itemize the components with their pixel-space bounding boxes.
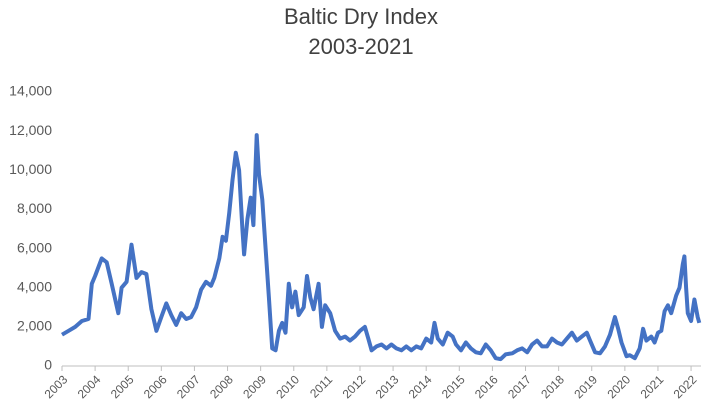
x-tick-label: 2014 — [406, 372, 435, 401]
x-tick-label: 2012 — [340, 372, 369, 401]
data-line — [60, 133, 702, 362]
x-tick-label: 2006 — [141, 372, 170, 401]
x-tick-label: 2018 — [538, 372, 567, 401]
x-tick-label: 2008 — [207, 372, 236, 401]
x-tick-label: 2003 — [42, 372, 71, 401]
y-tick-label: 10,000 — [9, 161, 52, 177]
x-tick-label: 2009 — [240, 372, 269, 401]
x-tick-label: 2021 — [638, 372, 667, 401]
x-tick-label: 2010 — [273, 372, 302, 401]
x-tick-label: 2020 — [604, 372, 633, 401]
x-tick-label: 2013 — [373, 372, 402, 401]
x-tick-label: 2007 — [174, 372, 203, 401]
x-tick-label: 2015 — [439, 372, 468, 401]
y-tick-label: 12,000 — [9, 122, 52, 138]
y-tick-label: 8,000 — [17, 200, 52, 216]
y-tick-label: 4,000 — [17, 278, 52, 294]
x-tick-label: 2005 — [108, 372, 137, 401]
chart-subtitle: 2003-2021 — [308, 34, 413, 59]
x-tick-label: 2022 — [671, 372, 700, 401]
x-tick-label: 2004 — [75, 372, 104, 401]
x-tick-label: 2016 — [472, 372, 501, 401]
y-tick-label: 2,000 — [17, 318, 52, 334]
x-tick-label: 2017 — [505, 372, 534, 401]
x-tick-label: 2019 — [571, 372, 600, 401]
y-tick-label: 6,000 — [17, 239, 52, 255]
y-tick-label: 14,000 — [9, 83, 52, 99]
chart-title: Baltic Dry Index — [284, 4, 438, 29]
y-tick-label: 0 — [44, 357, 52, 373]
x-tick-label: 2011 — [307, 372, 335, 400]
